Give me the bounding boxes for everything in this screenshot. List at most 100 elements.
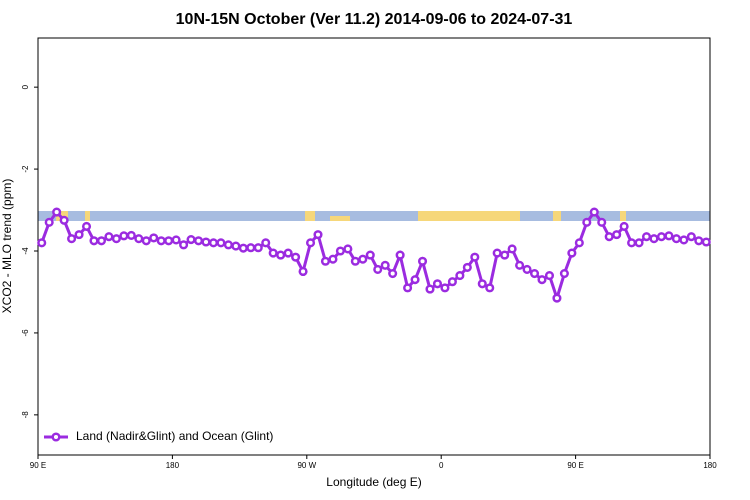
x-tick-label: 90 E (30, 461, 46, 470)
data-point (208, 238, 219, 248)
data-point (335, 246, 345, 256)
data-point (634, 238, 644, 248)
data-point (320, 256, 331, 266)
data-point (425, 284, 435, 294)
land-patch (620, 211, 626, 221)
data-point (694, 236, 704, 246)
data-point (164, 236, 174, 246)
x-tick-label: 90 W (297, 461, 316, 470)
legend-marker (51, 432, 61, 442)
data-point (268, 248, 278, 258)
data-point (544, 271, 555, 281)
data-point (261, 238, 271, 248)
data-point (589, 207, 599, 217)
data-point (253, 243, 263, 253)
data-point (432, 279, 443, 289)
data-point (559, 268, 569, 279)
data-point (365, 250, 375, 260)
data-point (537, 275, 547, 285)
data-point (507, 244, 517, 254)
data-point (81, 221, 92, 231)
y-axis-label: XCO2 - MLO trend (ppm) (0, 179, 14, 314)
data-point (619, 221, 629, 231)
data-point (291, 252, 301, 262)
map-strip (38, 211, 710, 221)
data-point (597, 217, 607, 227)
data-point (37, 238, 47, 248)
data-point (380, 260, 390, 270)
land-patch (305, 211, 315, 221)
data-point (552, 293, 562, 303)
x-tick-label: 180 (166, 461, 180, 470)
data-point (627, 238, 637, 248)
data-point (485, 283, 495, 293)
data-point (582, 217, 592, 227)
data-point (417, 256, 428, 266)
data-point (141, 236, 151, 246)
x-tick-label: 0 (439, 461, 444, 470)
y-tick-label: -4 (21, 247, 30, 255)
y-tick-label: -2 (21, 165, 30, 173)
land-patch (85, 211, 90, 221)
data-point (410, 275, 420, 285)
land-patch (553, 211, 561, 221)
data-point (388, 268, 398, 279)
data-point (126, 230, 136, 240)
y-tick-label: -6 (21, 329, 30, 337)
data-point (455, 271, 465, 281)
data-point (686, 232, 696, 242)
x-tick-label: 180 (703, 461, 717, 470)
data-point (470, 252, 480, 262)
data-point (649, 234, 659, 244)
data-point (193, 236, 204, 246)
data-point (298, 266, 308, 277)
data-point (238, 243, 248, 253)
data-point (343, 244, 353, 254)
data-point (231, 241, 241, 251)
data-point (701, 237, 711, 247)
data-point (246, 243, 256, 253)
data-point (179, 240, 189, 250)
data-point (223, 240, 233, 250)
x-tick-label: 90 E (567, 461, 583, 470)
plot-frame (37, 37, 711, 456)
data-point (358, 254, 368, 264)
data-point (186, 234, 196, 245)
land-patch (418, 211, 520, 221)
data-point (567, 248, 577, 258)
data-point (134, 234, 144, 244)
data-point (679, 235, 689, 245)
data-point (328, 254, 338, 264)
data-point (67, 234, 77, 244)
data-point (515, 260, 525, 270)
data-point (492, 248, 502, 258)
data-point (462, 262, 472, 272)
ocean-band (38, 211, 710, 221)
data-point (74, 230, 84, 240)
data-point (305, 238, 316, 248)
data-point (447, 277, 457, 287)
data-point (44, 217, 54, 227)
data-point (59, 215, 69, 225)
data-point (111, 234, 121, 244)
data-point (664, 231, 674, 241)
data-point (283, 248, 293, 258)
data-point (89, 236, 99, 246)
data-point (201, 237, 211, 247)
data-point (395, 250, 405, 260)
data-point (641, 232, 652, 242)
y-tick-label: 0 (21, 84, 30, 89)
data-point (604, 232, 614, 242)
data-point (276, 250, 286, 260)
land-patch (330, 216, 350, 221)
data-point (440, 283, 450, 293)
data-point (216, 238, 226, 248)
data-point (96, 236, 107, 246)
data-point (612, 230, 622, 240)
data-point (149, 233, 159, 243)
data-point (656, 232, 667, 242)
legend-label: Land (Nadir&Glint) and Ocean (Glint) (76, 429, 273, 443)
data-point (119, 231, 129, 241)
